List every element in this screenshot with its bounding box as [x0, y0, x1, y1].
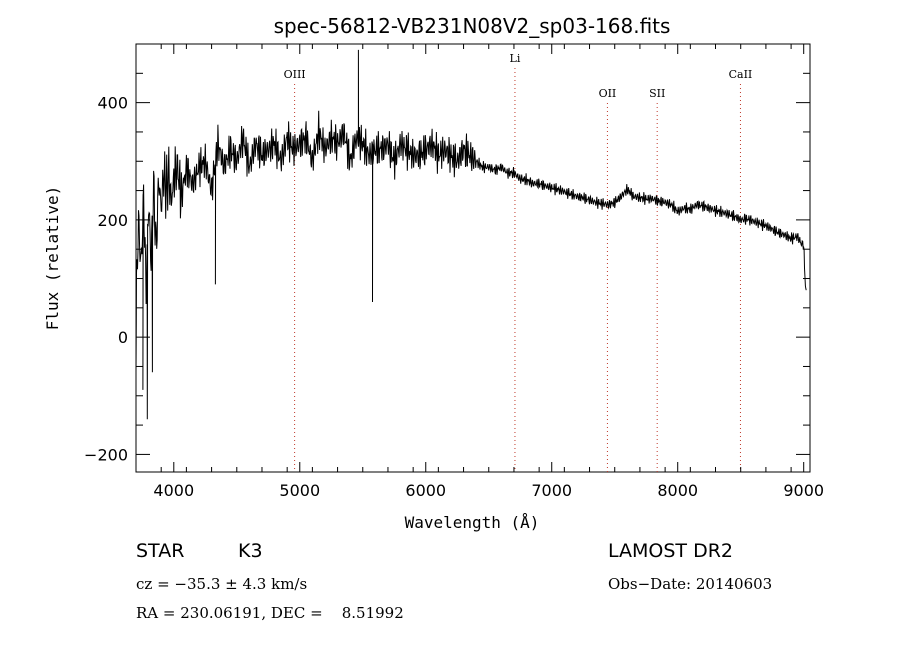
- x-tick-label: 5000: [279, 481, 320, 500]
- x-tick-label: 9000: [783, 481, 824, 500]
- redshift-velocity: cz = −35.3 ± 4.3 km/s: [136, 575, 308, 593]
- y-tick-label: 400: [97, 94, 128, 113]
- axis-tick-labels: 4000 5000 6000 7000 8000 9000 −200 0 200 400: [84, 94, 824, 500]
- emission-line-label: SII: [649, 87, 665, 100]
- emission-line-label: OIII: [284, 68, 306, 81]
- y-tick-label: −200: [84, 445, 128, 464]
- emission-line-markers: OIII Li OII SII CaII: [284, 52, 753, 472]
- emission-line-label: CaII: [729, 68, 753, 81]
- object-subclass: K3: [238, 540, 263, 562]
- sky-coordinates: RA = 230.06191, DEC = 8.51992: [136, 604, 404, 622]
- plot-frame: [135, 43, 811, 473]
- x-tick-label: 7000: [531, 481, 572, 500]
- survey-name: LAMOST DR2: [608, 540, 733, 562]
- y-tick-label: 0: [118, 328, 128, 347]
- spectrum-series-line: [135, 49, 807, 420]
- x-tick-label: 8000: [657, 481, 698, 500]
- x-axis-label: Wavelength (Å): [405, 513, 540, 532]
- y-tick-label: 200: [97, 211, 128, 230]
- x-tick-label: 4000: [153, 481, 194, 500]
- observation-date: Obs−Date: 20140603: [608, 575, 773, 593]
- y-axis-label: Flux (relative): [43, 186, 62, 331]
- chart-title: spec-56812-VB231N08V2_sp03-168.fits: [274, 14, 671, 38]
- x-tick-label: 6000: [405, 481, 446, 500]
- emission-line-label: Li: [510, 52, 521, 65]
- axis-ticks: [135, 44, 810, 472]
- object-class: STAR: [136, 540, 185, 562]
- emission-line-label: OII: [599, 87, 617, 100]
